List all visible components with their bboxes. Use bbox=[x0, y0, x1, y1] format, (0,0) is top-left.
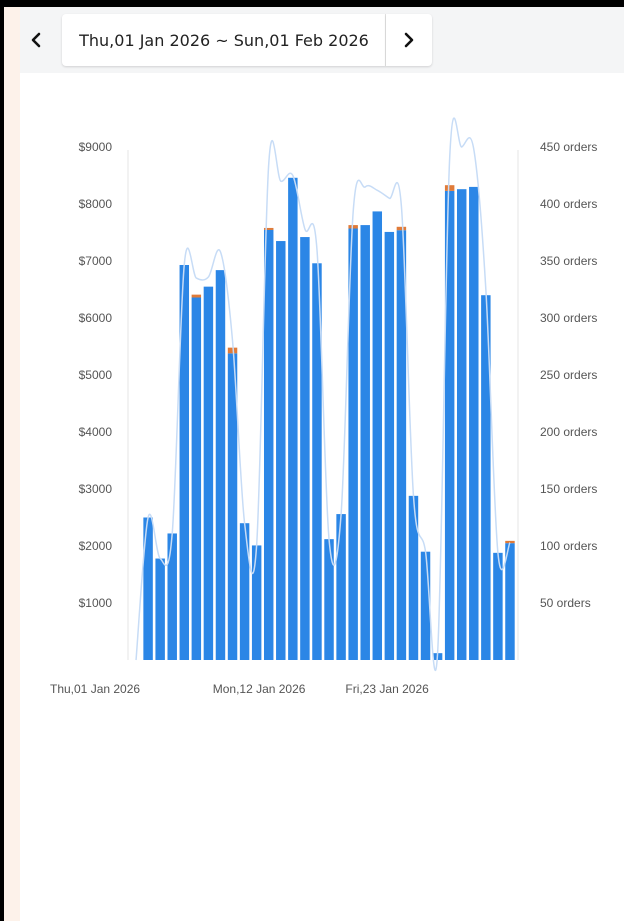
bar bbox=[251, 545, 262, 660]
y-tick-label-left: $1000 bbox=[79, 596, 113, 610]
y-tick-label-right: 200 orders bbox=[540, 425, 597, 439]
y-tick-label-left: $3000 bbox=[79, 482, 113, 496]
x-tick-label: Thu,01 Jan 2026 bbox=[50, 682, 140, 696]
y-tick-label-right: 400 orders bbox=[540, 197, 597, 211]
bar bbox=[239, 523, 250, 660]
bar bbox=[336, 514, 346, 660]
y-tick-label-right: 350 orders bbox=[540, 254, 597, 268]
side-strip bbox=[4, 7, 20, 921]
bar-segment-other bbox=[396, 226, 407, 231]
y-tick-label-right: 100 orders bbox=[540, 539, 597, 553]
y-tick-label-right: 150 orders bbox=[540, 482, 597, 496]
bar bbox=[143, 517, 153, 660]
date-range-selector[interactable]: Thu,01 Jan 2026 ~ Sun,01 Feb 2026 bbox=[62, 14, 386, 66]
bar bbox=[276, 241, 286, 661]
report-panel: Thu,01 Jan 2026 ~ Sun,01 Feb 2026 bbox=[20, 7, 624, 921]
bar bbox=[155, 558, 165, 660]
next-period-button[interactable] bbox=[386, 14, 432, 66]
y-tick-label-left: $6000 bbox=[79, 311, 113, 325]
y-tick-label-left: $9000 bbox=[79, 140, 113, 154]
bar bbox=[191, 297, 202, 660]
bar bbox=[396, 230, 407, 660]
bar bbox=[408, 495, 419, 660]
y-tick-label-right: 50 orders bbox=[540, 596, 591, 610]
bar bbox=[324, 539, 334, 660]
bar bbox=[469, 186, 479, 660]
chevron-right-icon bbox=[404, 32, 414, 48]
bar bbox=[420, 551, 431, 660]
bar bbox=[493, 552, 503, 660]
bar-segment-other bbox=[263, 227, 274, 230]
bar-segment-other bbox=[348, 225, 358, 229]
bar bbox=[227, 353, 238, 660]
chevron-left-icon bbox=[31, 32, 41, 48]
bar bbox=[481, 295, 491, 660]
bar bbox=[167, 533, 177, 660]
bar bbox=[203, 286, 214, 660]
bar-segment-other bbox=[191, 294, 202, 298]
bar bbox=[288, 177, 298, 660]
bar bbox=[300, 237, 310, 660]
y-tick-label-left: $8000 bbox=[79, 197, 113, 211]
bar bbox=[505, 543, 515, 660]
y-tick-label-right: 300 orders bbox=[540, 311, 597, 325]
bar bbox=[456, 189, 467, 660]
y-tick-label-left: $7000 bbox=[79, 254, 113, 268]
y-tick-label-left: $4000 bbox=[79, 425, 113, 439]
bar bbox=[312, 263, 322, 660]
y-tick-label-right: 450 orders bbox=[540, 140, 597, 154]
bar bbox=[263, 229, 274, 660]
bar bbox=[372, 211, 383, 660]
bar bbox=[360, 225, 370, 660]
x-tick-label: Mon,12 Jan 2026 bbox=[213, 682, 306, 696]
x-tick-label: Fri,23 Jan 2026 bbox=[345, 682, 429, 696]
bar bbox=[348, 228, 358, 660]
bar bbox=[444, 190, 455, 660]
previous-period-button[interactable] bbox=[20, 14, 52, 66]
y-tick-label-right: 250 orders bbox=[540, 368, 597, 382]
bar-segment-other bbox=[444, 185, 455, 191]
date-toolbar: Thu,01 Jan 2026 ~ Sun,01 Feb 2026 bbox=[20, 7, 624, 73]
y-tick-label-left: $2000 bbox=[79, 539, 113, 553]
toolbar-divider bbox=[385, 14, 386, 66]
bar bbox=[179, 264, 190, 660]
bar bbox=[215, 270, 226, 660]
bar bbox=[384, 231, 395, 660]
orders-line bbox=[135, 117, 511, 672]
bar-segment-other bbox=[227, 347, 238, 354]
y-tick-label-left: $5000 bbox=[79, 368, 113, 382]
bar-segment-other bbox=[505, 540, 515, 544]
date-range-label: Thu,01 Jan 2026 ~ Sun,01 Feb 2026 bbox=[79, 30, 369, 50]
